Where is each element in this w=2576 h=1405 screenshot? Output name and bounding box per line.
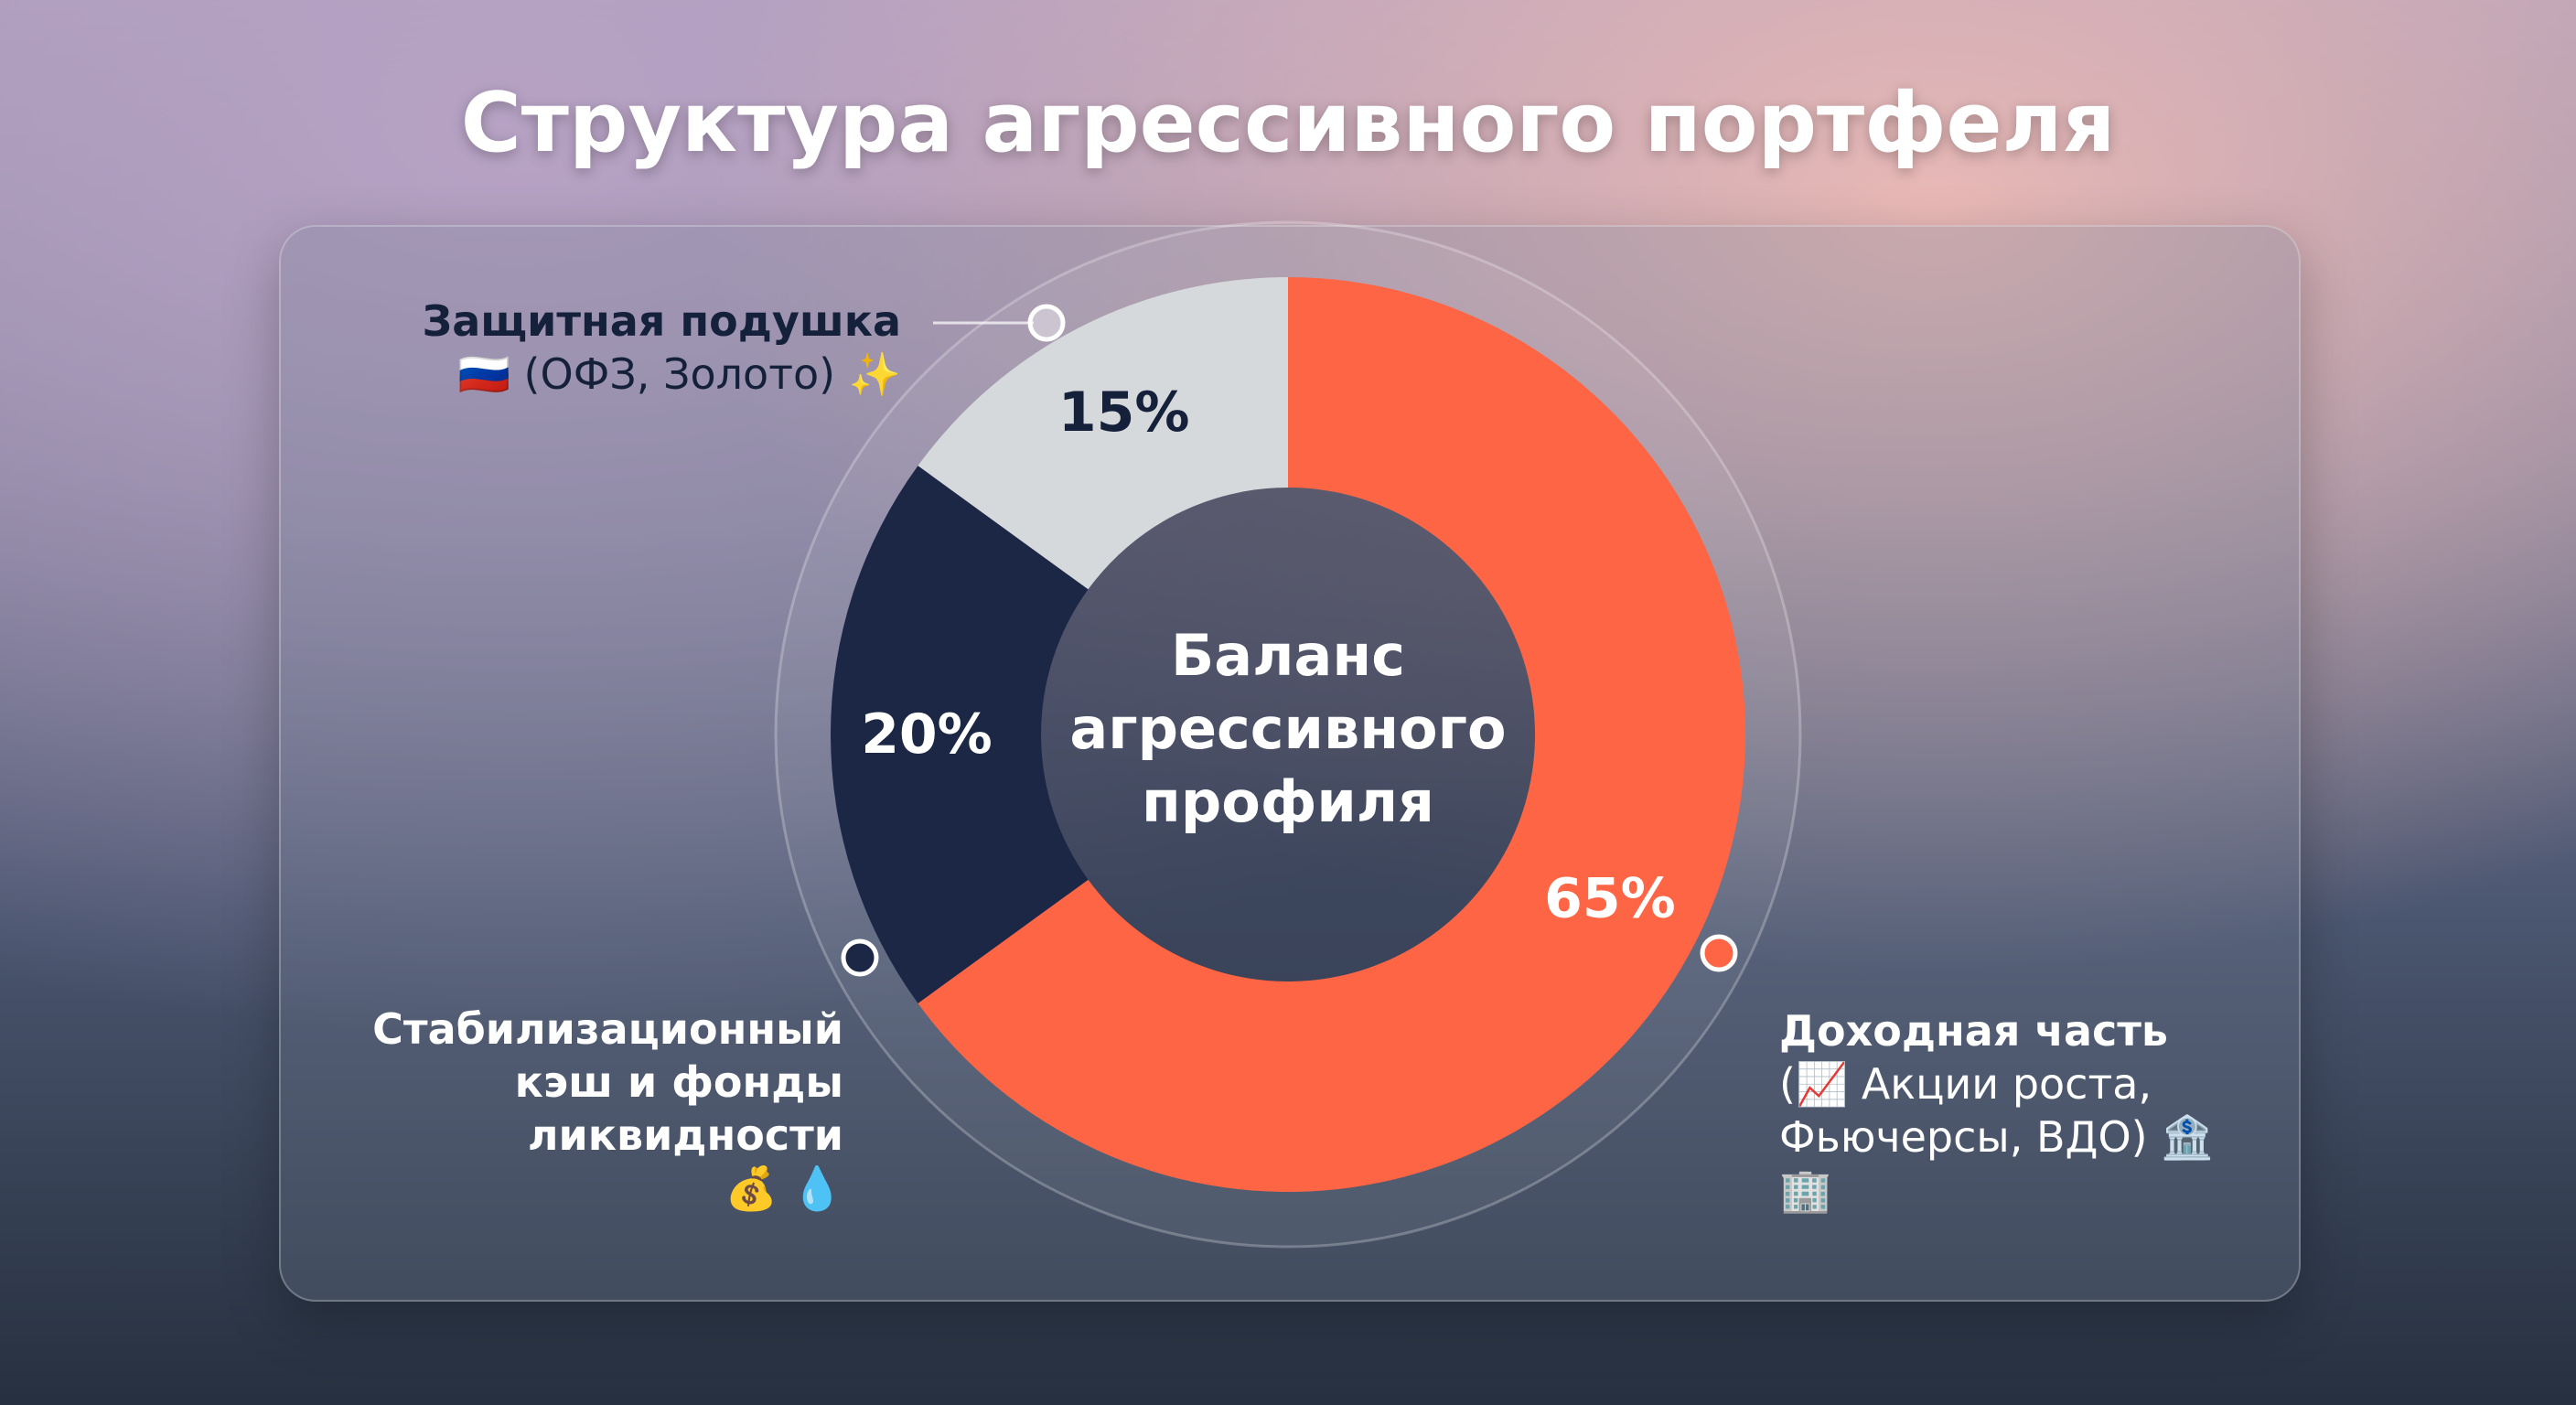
callout-dot [1027,304,1066,342]
slice [918,277,1288,590]
category-description: 🇷🇺 (ОФЗ, Золото) ✨ [457,349,901,399]
category-label: Доходная часть (📈 Акции роста, Фьючерсы,… [1779,1004,2255,1217]
slice [831,466,1089,1003]
value-label: 65% [1544,866,1676,930]
callout-dot [841,938,879,977]
chart-title: Структура агрессивного портфеля [460,75,2116,171]
category-description: 💰 💧 [724,1164,843,1213]
center-label: профиля [1142,768,1434,835]
category-label: Защитная подушка 🇷🇺 (ОФЗ, Золото) ✨ [366,295,901,401]
slices: 65% 20% 15% [831,277,1745,1192]
center-label: агрессивного [1069,695,1506,762]
slice [918,277,1745,1192]
value-label: 15% [1058,381,1190,445]
value-label: 20% [861,702,993,767]
callout-dot [1700,934,1738,972]
center-label: Баланс [1171,622,1405,689]
category-description: (📈 Акции роста, Фьючерсы, ВДО) 🏦🏢 [1779,1059,2214,1215]
category-label: Стабилизационный кэш и фонды ликвидности… [274,1003,843,1215]
category-name: Стабилизационный кэш и фонды ликвидности [372,1004,843,1160]
category-name: Доходная часть [1779,1006,2169,1056]
category-name: Защитная подушка [422,296,901,346]
